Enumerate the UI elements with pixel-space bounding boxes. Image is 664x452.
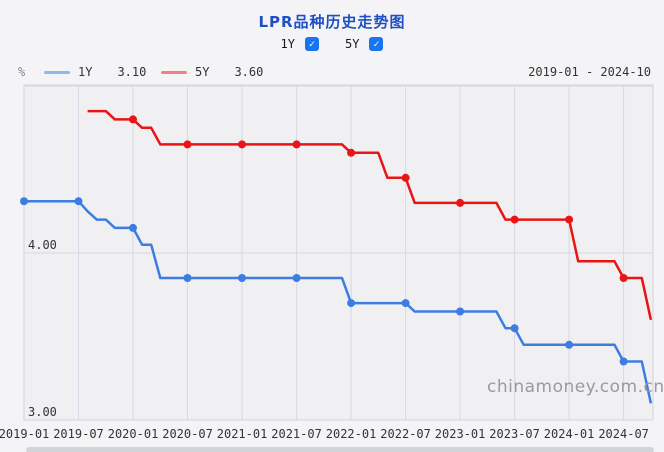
date-range-label: 2019-01 - 2024-10 [528,65,651,79]
checkbox-1y[interactable]: ✓ [305,37,319,51]
x-axis-tick-label: 2020-01 [107,427,159,441]
watermark: chinamoney.com.cn [487,377,664,397]
legend-value-5y: 3.60 [234,65,264,79]
legend-item-5y[interactable]: 5Y 3.60 [161,65,263,79]
y-axis-tick-label: 3.00 [28,405,57,419]
x-axis-tick-label: 2020-07 [162,427,213,441]
x-axis-tick-label: 2022-07 [380,427,431,441]
legend-item-1y[interactable]: 1Y 3.10 [44,65,146,79]
legend-row: % 1Y 3.10 5Y 3.60 2019-01 - 2024-10 [0,65,664,81]
x-axis-tick-label: 2019-07 [53,427,104,441]
legend-name-1y: 1Y [78,65,93,79]
x-axis-tick-label: 2021-07 [271,427,322,441]
x-axis-tick-label: 2019-01 [0,427,50,441]
y-axis-unit-label: % [18,65,26,79]
chart-scrollbar[interactable] [26,447,654,452]
x-axis-tick-label: 2023-01 [434,427,486,441]
legend-swatch-1y-icon [44,70,70,74]
x-axis-tick-label: 2023-07 [489,427,540,441]
checkbox-label-1y: 1Y [280,37,295,51]
checkbox-5y[interactable]: ✓ [369,37,384,51]
x-axis-tick-label: 2024-07 [598,427,649,441]
x-axis-tick-label: 2021-01 [216,427,268,441]
legend-value-1y: 3.10 [117,65,147,79]
y-axis-tick-label: 4.00 [28,238,57,252]
x-axis-tick-label: 2024-01 [543,427,595,441]
legend-swatch-5y-icon [161,70,187,74]
series-toggle-row: 1Y ✓ 5Y ✓ [0,36,664,52]
checkbox-label-5y: 5Y [345,37,360,51]
legend-name-5y: 5Y [195,65,210,79]
page-title: LPR品种历史走势图 [258,13,406,31]
x-axis-tick-label: 2022-01 [325,427,377,441]
